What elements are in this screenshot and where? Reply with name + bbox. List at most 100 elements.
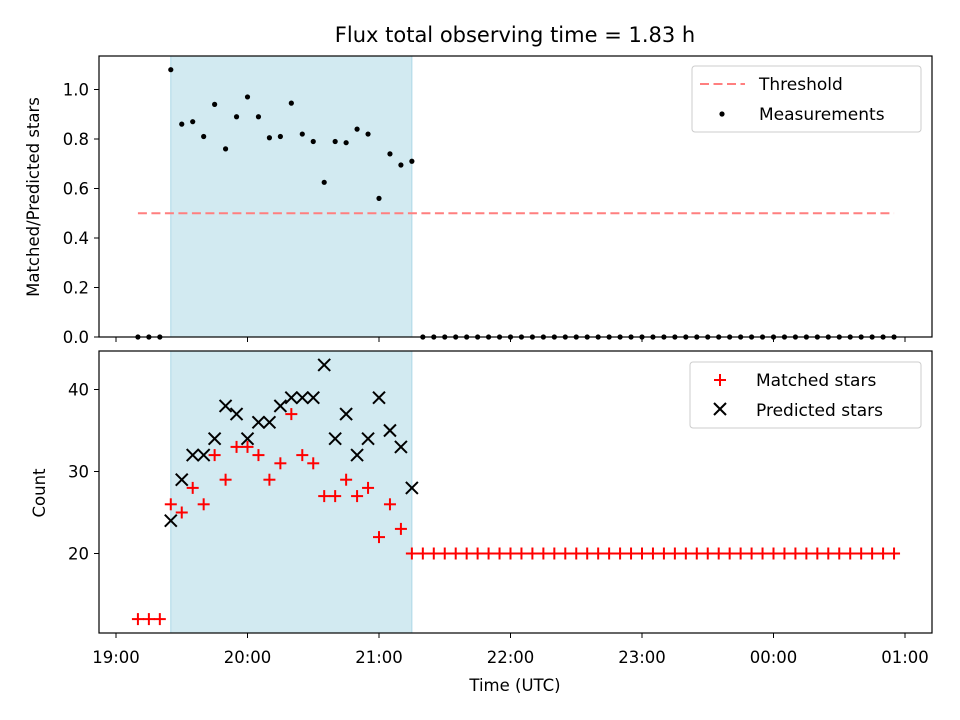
predicted-stars-point bbox=[218, 399, 233, 413]
matched-stars-point bbox=[329, 490, 342, 503]
matched-stars-point bbox=[888, 547, 901, 560]
matched-stars-point bbox=[153, 613, 166, 626]
predicted-stars-point bbox=[175, 472, 189, 487]
matched-stars-point bbox=[131, 613, 144, 626]
top-chart-title: Flux total observing time = 1.83 h bbox=[335, 23, 695, 47]
predicted-stars-point bbox=[295, 390, 309, 405]
matched-stars-point bbox=[296, 449, 309, 462]
matched-stars-point bbox=[800, 547, 813, 560]
predicted-stars-point bbox=[361, 431, 375, 446]
matched-stars-point bbox=[636, 547, 648, 560]
x-tick-label: 22:00 bbox=[487, 648, 535, 667]
matched-stars-point bbox=[690, 547, 703, 560]
predicted-stars-point-d2 bbox=[383, 423, 397, 438]
bottom-y-tick-label: 40 bbox=[68, 381, 89, 400]
top-shaded-region bbox=[170, 56, 412, 337]
predicted-stars-point-d2 bbox=[339, 407, 353, 421]
x-tick-label: 23:00 bbox=[618, 648, 666, 667]
top-legend-box bbox=[691, 65, 922, 133]
matched-stars-point bbox=[877, 547, 890, 560]
measurement-point bbox=[310, 138, 316, 145]
bottom-x-ticks: 19:00 20:00 21:00 22:00 23:00 00:00 01:00 bbox=[92, 633, 929, 667]
legend-measurements-swatch bbox=[719, 111, 725, 117]
legend-threshold-label: Threshold bbox=[758, 75, 843, 95]
measurement-point bbox=[255, 114, 262, 120]
matched-stars-series bbox=[131, 408, 901, 626]
predicted-stars-series bbox=[164, 358, 419, 528]
measurement-point bbox=[398, 162, 404, 168]
bottom-legend-box bbox=[689, 361, 922, 429]
bottom-y-tick-label: 20 bbox=[68, 545, 89, 564]
predicted-stars-point bbox=[207, 431, 222, 446]
measurement-point bbox=[365, 131, 371, 137]
matched-stars-point bbox=[811, 547, 824, 560]
predicted-stars-point bbox=[339, 407, 353, 421]
measurement-point bbox=[244, 94, 251, 100]
bottom-plot-frame bbox=[98, 350, 933, 634]
x-tick-label: 20:00 bbox=[224, 648, 272, 667]
measurement-point bbox=[222, 146, 229, 152]
top-y-ticks: 0.0 0.2 0.4 0.6 0.8 1.0 bbox=[63, 81, 99, 347]
predicted-stars-point-d2 bbox=[218, 399, 233, 413]
matched-stars-point bbox=[657, 547, 670, 560]
predicted-stars-point bbox=[186, 448, 200, 462]
predicted-stars-point bbox=[240, 431, 255, 446]
x-tick-label: 01:00 bbox=[881, 648, 929, 667]
matched-stars-point bbox=[679, 547, 692, 560]
predicted-stars-point-d2 bbox=[394, 440, 408, 454]
legend-predicted-swatch bbox=[713, 402, 727, 416]
matched-stars-point bbox=[416, 547, 429, 560]
predicted-stars-point bbox=[405, 481, 419, 495]
predicted-stars-point bbox=[317, 358, 331, 372]
predicted-stars-point-d2 bbox=[405, 481, 419, 495]
matched-stars-point bbox=[460, 547, 473, 560]
predicted-stars-point-d2 bbox=[273, 399, 288, 413]
matched-stars-point bbox=[526, 547, 539, 560]
measurement-point bbox=[343, 140, 349, 146]
predicted-stars-point-d2 bbox=[361, 431, 375, 446]
matched-stars-point bbox=[789, 547, 802, 560]
matched-stars-point bbox=[449, 547, 462, 560]
matched-stars-point bbox=[701, 547, 714, 560]
measurement-point bbox=[179, 121, 185, 127]
predicted-stars-point bbox=[229, 407, 244, 421]
matched-stars-point bbox=[241, 440, 254, 453]
predicted-stars-point bbox=[262, 415, 277, 430]
predicted-stars-point-d2 bbox=[295, 390, 309, 405]
legend-matched-swatch bbox=[714, 374, 726, 386]
matched-stars-point bbox=[712, 547, 725, 560]
predicted-stars-point-d2 bbox=[207, 431, 222, 446]
matched-stars-point bbox=[318, 490, 331, 503]
measurement-point bbox=[387, 151, 393, 157]
matched-stars-point bbox=[482, 547, 495, 560]
predicted-stars-point-d2 bbox=[328, 431, 342, 446]
matched-stars-point bbox=[252, 449, 265, 462]
bottom-y-axis-label: Count bbox=[30, 468, 49, 518]
bottom-legend: Matched stars Predicted stars bbox=[689, 361, 922, 429]
matched-stars-point bbox=[548, 547, 561, 560]
matched-stars-point bbox=[833, 547, 846, 560]
predicted-stars-point-d2 bbox=[240, 431, 255, 446]
measurement-point bbox=[266, 135, 273, 141]
top-y-tick-label: 1.0 bbox=[63, 81, 89, 100]
x-tick-label: 19:00 bbox=[92, 648, 140, 667]
top-y-tick-label: 0.2 bbox=[63, 279, 89, 298]
top-plot-frame bbox=[98, 55, 933, 338]
measurement-point bbox=[332, 138, 338, 145]
matched-stars-point bbox=[373, 531, 385, 544]
matched-stars-point bbox=[362, 481, 375, 494]
matched-stars-point bbox=[175, 506, 188, 519]
predicted-stars-point-d2 bbox=[372, 390, 386, 405]
predicted-stars-point-d2 bbox=[164, 513, 178, 528]
matched-stars-point bbox=[219, 473, 232, 486]
matched-stars-point bbox=[866, 547, 879, 560]
matched-stars-point bbox=[438, 547, 451, 560]
bottom-y-tick-label: 30 bbox=[68, 463, 89, 482]
matched-stars-point bbox=[471, 547, 484, 560]
legend-matched-label: Matched stars bbox=[756, 371, 876, 391]
predicted-stars-point bbox=[383, 423, 397, 438]
matched-stars-point bbox=[340, 473, 353, 486]
matched-stars-point bbox=[383, 498, 396, 511]
matched-stars-point bbox=[537, 547, 550, 560]
